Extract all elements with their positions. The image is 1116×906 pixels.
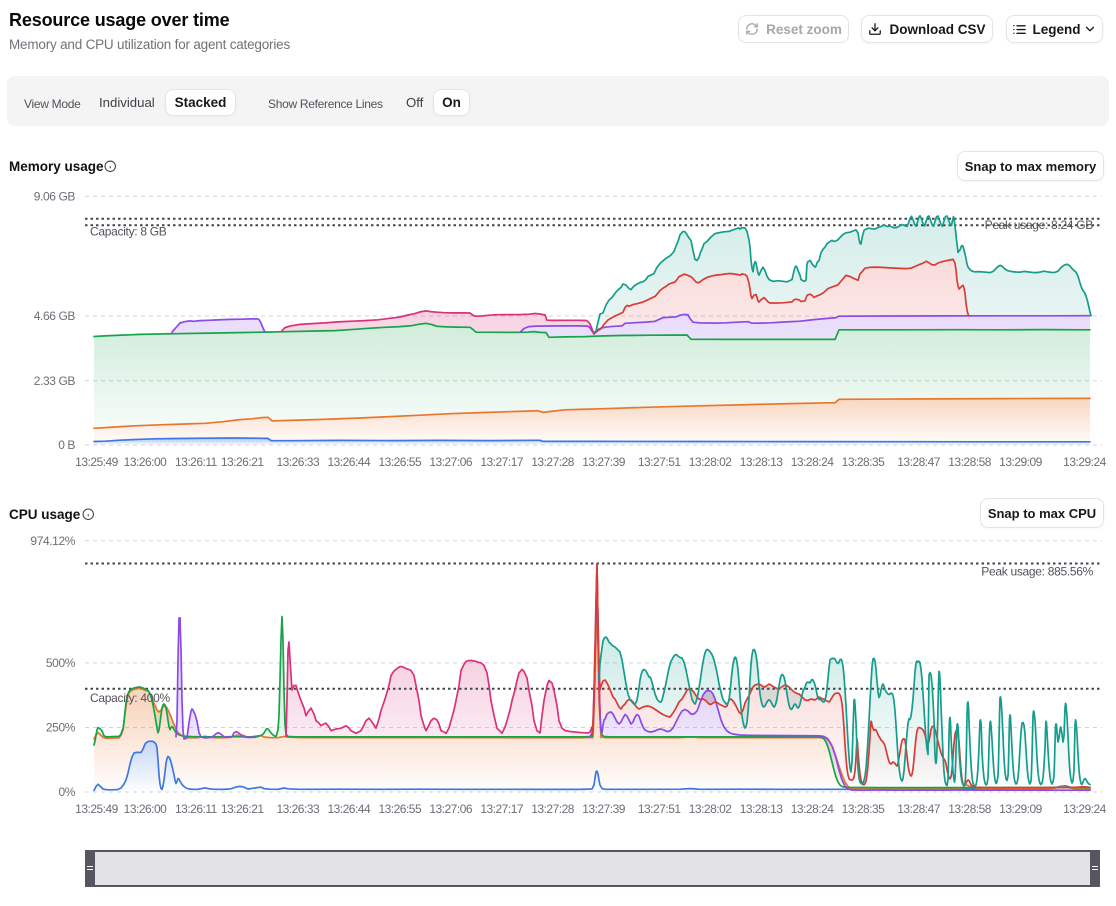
svg-text:13:28:47: 13:28:47	[897, 455, 941, 469]
svg-text:13:27:28: 13:27:28	[531, 455, 575, 469]
svg-text:13:26:44: 13:26:44	[327, 455, 371, 469]
svg-text:13:26:00: 13:26:00	[124, 455, 168, 469]
svg-text:13:28:02: 13:28:02	[689, 455, 733, 469]
svg-text:13:28:47: 13:28:47	[897, 802, 941, 816]
svg-text:13:28:58: 13:28:58	[948, 455, 992, 469]
svg-text:13:26:44: 13:26:44	[327, 802, 371, 816]
svg-text:13:27:51: 13:27:51	[638, 455, 682, 469]
svg-text:Peak usage: 8.24 GB: Peak usage: 8.24 GB	[985, 218, 1094, 232]
svg-text:13:26:33: 13:26:33	[276, 802, 320, 816]
svg-text:974.12%: 974.12%	[30, 534, 75, 548]
svg-text:250%: 250%	[46, 721, 76, 735]
svg-text:13:27:28: 13:27:28	[531, 802, 575, 816]
svg-text:13:27:17: 13:27:17	[480, 802, 524, 816]
svg-text:Peak usage: 885.56%: Peak usage: 885.56%	[981, 565, 1093, 579]
svg-text:0 B: 0 B	[58, 438, 75, 452]
svg-text:13:29:24: 13:29:24	[1063, 802, 1107, 816]
svg-text:13:26:33: 13:26:33	[276, 455, 320, 469]
svg-text:2.33 GB: 2.33 GB	[34, 374, 76, 388]
svg-text:13:28:13: 13:28:13	[740, 455, 784, 469]
svg-text:13:28:58: 13:28:58	[948, 802, 992, 816]
svg-text:13:26:11: 13:26:11	[175, 802, 218, 816]
svg-text:13:29:09: 13:29:09	[999, 455, 1043, 469]
svg-text:13:26:21: 13:26:21	[221, 802, 265, 816]
svg-text:13:28:35: 13:28:35	[842, 802, 886, 816]
svg-text:13:27:39: 13:27:39	[582, 802, 626, 816]
svg-text:13:26:21: 13:26:21	[221, 455, 265, 469]
svg-text:13:29:09: 13:29:09	[999, 802, 1043, 816]
svg-text:13:26:55: 13:26:55	[378, 455, 422, 469]
svg-text:0%: 0%	[58, 785, 75, 799]
svg-text:Capacity: 400%: Capacity: 400%	[90, 691, 170, 705]
svg-text:13:27:39: 13:27:39	[582, 455, 626, 469]
svg-text:9.06 GB: 9.06 GB	[34, 189, 76, 203]
svg-text:13:28:24: 13:28:24	[791, 455, 835, 469]
svg-text:13:29:24: 13:29:24	[1063, 455, 1107, 469]
svg-text:13:26:55: 13:26:55	[378, 802, 422, 816]
svg-text:13:28:13: 13:28:13	[740, 802, 784, 816]
svg-text:13:26:00: 13:26:00	[124, 802, 168, 816]
svg-text:13:27:51: 13:27:51	[638, 802, 682, 816]
svg-text:13:28:35: 13:28:35	[842, 455, 886, 469]
svg-text:13:27:06: 13:27:06	[429, 802, 473, 816]
svg-text:13:27:17: 13:27:17	[480, 455, 524, 469]
svg-text:500%: 500%	[46, 656, 76, 670]
svg-text:4.66 GB: 4.66 GB	[34, 309, 76, 323]
svg-text:13:26:11: 13:26:11	[175, 455, 218, 469]
svg-text:Capacity: 8 GB: Capacity: 8 GB	[90, 225, 167, 239]
svg-text:13:27:06: 13:27:06	[429, 455, 473, 469]
svg-text:13:28:24: 13:28:24	[791, 802, 835, 816]
svg-text:13:25:49: 13:25:49	[75, 455, 119, 469]
svg-text:13:28:02: 13:28:02	[689, 802, 733, 816]
svg-text:13:25:49: 13:25:49	[75, 802, 119, 816]
